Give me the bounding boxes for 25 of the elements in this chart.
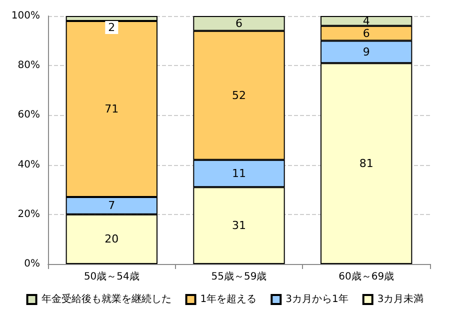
data-label: 52 (232, 88, 246, 102)
data-label: 7 (108, 199, 116, 212)
x-tick-label: 55歳～59歳 (211, 270, 267, 282)
x-tick-label: 60歳～69歳 (338, 270, 394, 282)
y-tick-label: 80% (18, 60, 40, 72)
data-label: 11 (232, 166, 246, 180)
data-label: 2 (108, 21, 116, 34)
data-label: 6 (236, 16, 242, 30)
data-label: 71 (104, 102, 119, 116)
y-tick-label: 20% (18, 208, 40, 220)
y-tick-label: 100% (11, 10, 40, 22)
legend-label: 1年を超える (200, 293, 257, 305)
legend-label: 3カ月未満 (377, 293, 424, 305)
legend-label: 3カ月から1年 (286, 293, 348, 305)
y-tick-label: 40% (18, 159, 40, 170)
x-tick-label: 50歳～54歳 (84, 270, 140, 282)
data-label: 9 (362, 45, 370, 58)
data-label: 20 (104, 232, 119, 246)
y-tick-label: 60% (18, 110, 40, 121)
data-label: 31 (232, 219, 246, 232)
data-label: 81 (359, 157, 374, 170)
data-label: 6 (362, 26, 370, 40)
data-label: 4 (362, 14, 370, 28)
y-tick-label: 0% (24, 258, 40, 270)
legend-label: 年金受給後も就業を継続した (41, 293, 172, 305)
